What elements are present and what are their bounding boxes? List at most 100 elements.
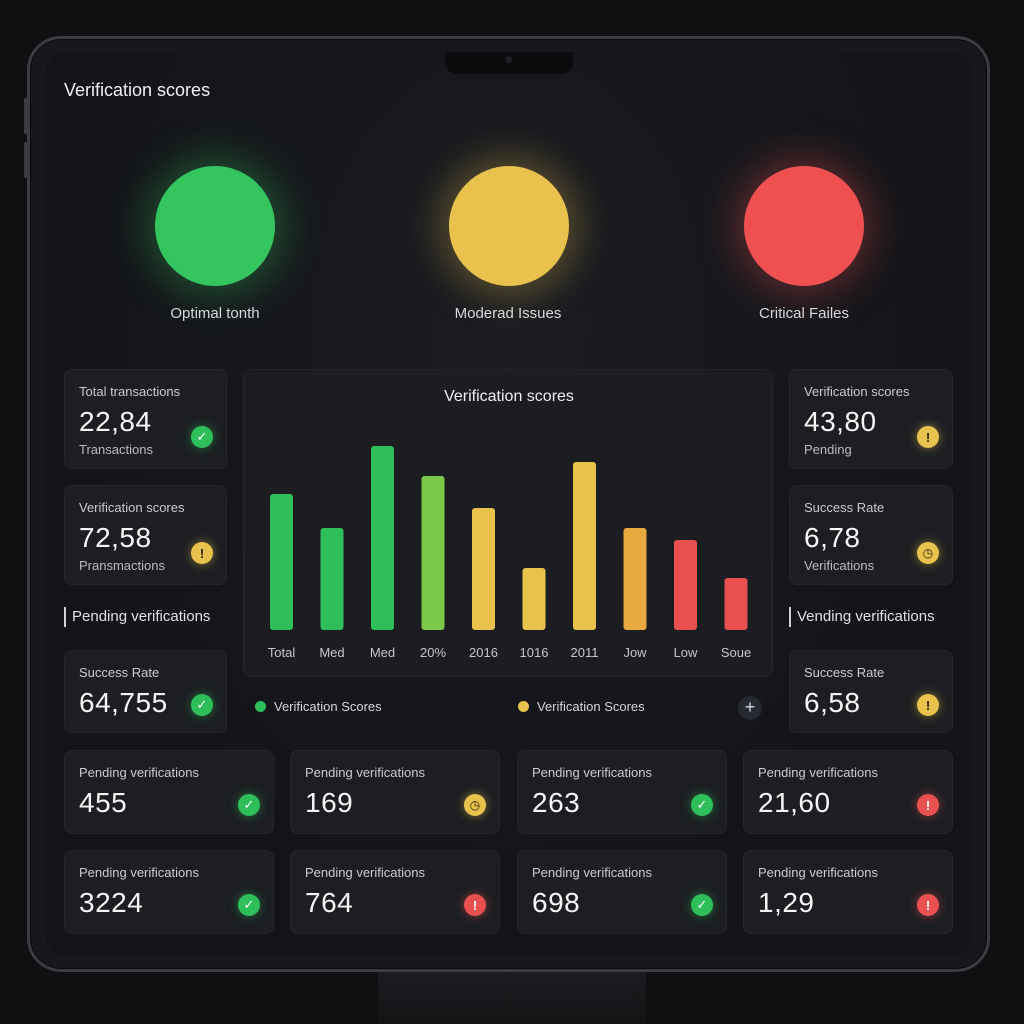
card-label: Pending verifications xyxy=(758,865,878,880)
legend-dot-icon xyxy=(518,701,529,712)
stat-card-success-rate-right[interactable]: Success Rate 6,78 Verifications ◷ xyxy=(789,485,953,585)
card-label: Verification scores xyxy=(804,384,910,399)
pending-card[interactable]: Pending verifications 169 ◷ xyxy=(290,750,500,834)
status-light-moderate xyxy=(449,166,569,286)
card-value: 3224 xyxy=(79,887,144,918)
chart-tick-label: 2011 xyxy=(571,645,599,660)
chart-tick-label: Jow xyxy=(623,645,647,660)
camera-icon xyxy=(505,56,512,63)
card-label: Pending verifications xyxy=(758,765,878,780)
chart-bar xyxy=(522,568,546,630)
chart-tick-label: Total xyxy=(268,645,296,660)
card-value: 43,80 xyxy=(804,406,877,437)
legend-item-yellow[interactable]: Verification Scores xyxy=(518,699,645,714)
pending-card[interactable]: Pending verifications 21,60! xyxy=(743,750,953,834)
chart-bar xyxy=(724,578,748,630)
warning-icon: ! xyxy=(917,694,939,716)
card-value: 263 xyxy=(532,787,581,818)
monitor-stand xyxy=(378,972,646,1024)
card-value: 21,60 xyxy=(758,787,831,818)
alert-icon: ! xyxy=(917,794,939,816)
chart-bar xyxy=(623,528,647,630)
card-label: Total transactions xyxy=(79,384,181,399)
status-label-moderate: Moderad Issues xyxy=(454,305,562,322)
check-icon: ✓ xyxy=(691,794,713,816)
check-icon: ✓ xyxy=(238,794,260,816)
stat-card-total-transactions[interactable]: Total transactions 22,84 Transactions ✓ xyxy=(64,369,227,469)
card-value: 1,29 xyxy=(758,887,815,918)
card-label: Pending verifications xyxy=(79,865,199,880)
status-label-critical: Critical Failes xyxy=(758,305,849,322)
warning-icon: ! xyxy=(191,542,213,564)
legend-item-green[interactable]: Verification Scores xyxy=(255,699,382,714)
pending-card[interactable]: Pending verifications 263 ✓ xyxy=(517,750,727,834)
card-value: 169 xyxy=(305,787,354,818)
card-value: 6,58 xyxy=(804,687,861,718)
card-value: 764 xyxy=(305,887,354,918)
chart-bar xyxy=(674,540,697,630)
chart-tick-label: Med xyxy=(370,645,395,660)
alert-icon: ! xyxy=(464,894,486,916)
card-label: Success Rate xyxy=(804,500,885,515)
card-value: 64,755 xyxy=(79,687,168,718)
card-sublabel: Transactions xyxy=(79,442,153,457)
pending-card[interactable]: Pending verifications 455 ✓ xyxy=(64,750,274,834)
chart-tick-label: Soue xyxy=(721,645,751,660)
stat-card-success-rate-right-bottom[interactable]: Success Rate 6,58 ! xyxy=(789,650,953,733)
card-sublabel: Verifications xyxy=(804,558,875,573)
card-value: 6,78 xyxy=(804,522,861,553)
chart-tick-label: Low xyxy=(674,645,698,660)
pending-card[interactable]: Pending verifications 1,29! xyxy=(743,850,953,934)
chart-tick-label: Med xyxy=(319,645,344,660)
pending-card[interactable]: Pending verifications 764! xyxy=(290,850,500,934)
card-label: Pending verifications xyxy=(305,865,425,880)
chart-bar xyxy=(320,528,344,630)
card-label: Pending verifications xyxy=(532,865,652,880)
stat-card-success-rate[interactable]: Success Rate 64,755 ✓ xyxy=(64,650,227,733)
chart-bar xyxy=(270,494,293,630)
legend-label: Verification Scores xyxy=(274,699,382,714)
camera-notch xyxy=(445,52,573,74)
chart-tick-label: 1016 xyxy=(520,645,549,660)
card-value: 698 xyxy=(532,887,581,918)
chart-bar xyxy=(421,476,445,630)
card-value: 455 xyxy=(79,787,128,818)
card-label: Pending verifications xyxy=(79,765,199,780)
stat-card-verification-scores[interactable]: Verification scores 72,58 Pransmactions … xyxy=(64,485,227,585)
clock-icon: ◷ xyxy=(917,542,939,564)
card-label: Success Rate xyxy=(79,665,160,680)
status-light-optimal xyxy=(155,166,275,286)
card-label: Pending verifications xyxy=(305,765,425,780)
chart-bar xyxy=(472,508,495,630)
section-pending-verifications: Pending verifications xyxy=(64,607,210,627)
clock-icon: ◷ xyxy=(464,794,486,816)
pending-card[interactable]: Pending verifications 3224 ✓ xyxy=(64,850,274,934)
stat-card-verification-scores-right[interactable]: Verification scores 43,80 Pending ! xyxy=(789,369,953,469)
warning-icon: ! xyxy=(917,426,939,448)
chart-title: Verification scores xyxy=(444,388,574,405)
check-icon: ✓ xyxy=(191,694,213,716)
chart-tick-label: 20% xyxy=(420,645,446,660)
legend-dot-icon xyxy=(255,701,266,712)
section-vending-verifications: Vending verifications xyxy=(789,607,935,627)
alert-icon: ! xyxy=(917,894,939,916)
card-label: Pending verifications xyxy=(532,765,652,780)
card-sublabel: Pending xyxy=(804,442,852,457)
add-button[interactable]: + xyxy=(738,696,762,720)
legend-label: Verification Scores xyxy=(537,699,645,714)
card-label: Success Rate xyxy=(804,665,885,680)
card-label: Verification scores xyxy=(79,500,185,515)
chart-tick-label: 2016 xyxy=(469,645,498,660)
card-value: 22,84 xyxy=(79,406,152,437)
pending-card[interactable]: Pending verifications 698 ✓ xyxy=(517,850,727,934)
status-label-optimal: Optimal tonth xyxy=(170,305,260,322)
check-icon: ✓ xyxy=(238,894,260,916)
status-light-critical xyxy=(744,166,864,286)
page-title: Verification scores xyxy=(64,80,211,100)
chart-panel: Verification scores Total Med Med 20% 2016 10… xyxy=(243,369,773,677)
side-button xyxy=(24,142,28,178)
check-icon: ✓ xyxy=(691,894,713,916)
bar-chart: Total Med Med 20% 2016 1016 2011 Jow Low Soue xyxy=(268,446,751,660)
card-value: 72,58 xyxy=(79,522,152,553)
chart-bar xyxy=(573,462,596,630)
